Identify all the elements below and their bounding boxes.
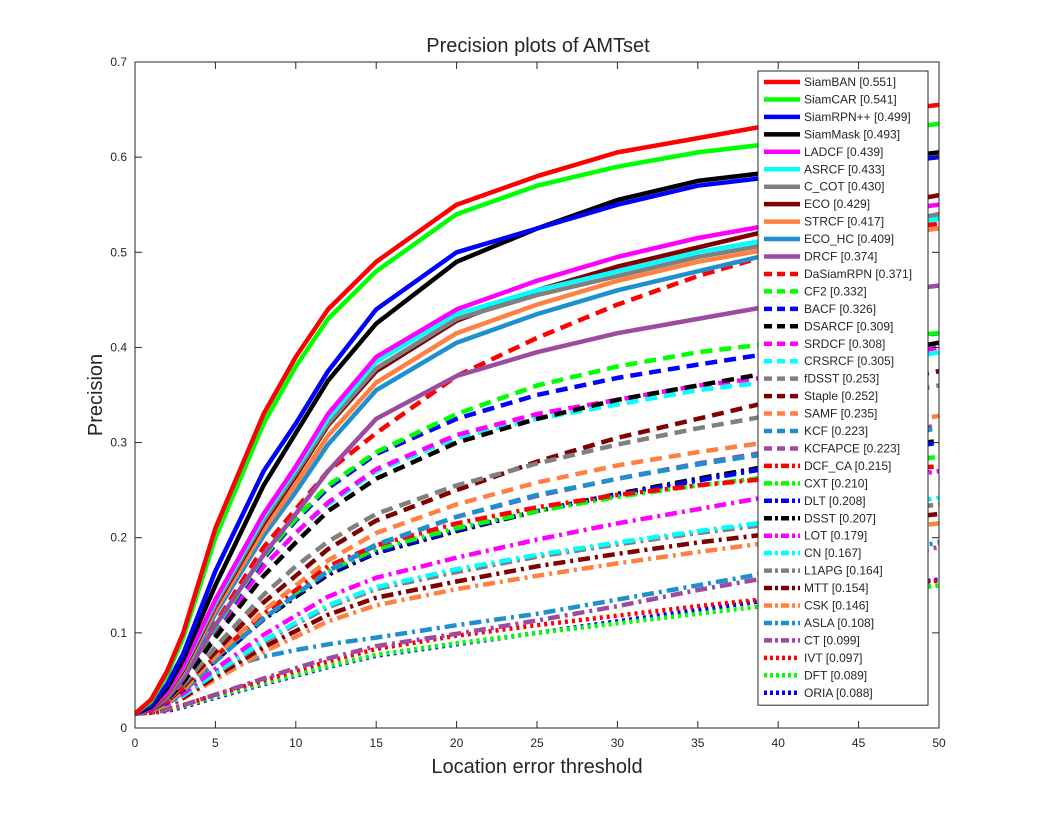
y-tick-label: 0.2 bbox=[110, 531, 127, 545]
y-tick-label: 0.7 bbox=[110, 55, 127, 69]
legend-label: C_COT [0.430] bbox=[804, 180, 884, 194]
x-tick-label: 25 bbox=[530, 736, 544, 750]
y-tick-label: 0 bbox=[120, 721, 127, 735]
x-tick-label: 50 bbox=[932, 736, 946, 750]
y-tick-label: 0.3 bbox=[110, 436, 127, 450]
x-axis-title: Location error threshold bbox=[431, 756, 642, 778]
series-line bbox=[135, 540, 939, 716]
y-tick-label: 0.6 bbox=[110, 150, 127, 164]
series-line bbox=[135, 202, 939, 716]
legend-label: ASRCF [0.433] bbox=[804, 162, 885, 176]
legend-label: SiamMask [0.493] bbox=[804, 127, 900, 141]
x-tick-label: 15 bbox=[370, 736, 384, 750]
legend-label: CXT [0.210] bbox=[804, 476, 868, 490]
legend-label: DSST [0.207] bbox=[804, 511, 876, 525]
y-axis: 0 0.1 0.2 0.3 0.4 0.5 0.6 0.7 bbox=[110, 55, 939, 735]
x-tick-label: 40 bbox=[772, 736, 786, 750]
series-line bbox=[135, 578, 939, 716]
x-tick-label: 20 bbox=[450, 736, 464, 750]
legend-label: SiamBAN [0.551] bbox=[804, 75, 896, 89]
y-tick-label: 0.1 bbox=[110, 626, 127, 640]
series-layer bbox=[135, 102, 939, 716]
legend-label: LADCF [0.439] bbox=[804, 145, 883, 159]
legend-label: LOT [0.179] bbox=[804, 529, 867, 543]
x-tick-label: 5 bbox=[212, 736, 219, 750]
chart-title: Precision plots of AMTset bbox=[426, 35, 650, 57]
legend-box bbox=[757, 70, 929, 706]
x-tick-label: 10 bbox=[289, 736, 303, 750]
series-line bbox=[135, 154, 939, 716]
x-tick-label: 30 bbox=[611, 736, 625, 750]
legend-label: DaSiamRPN [0.371] bbox=[804, 267, 912, 281]
x-axis: 0 5 10 15 20 25 30 35 40 45 50 bbox=[132, 62, 946, 750]
series-line bbox=[135, 521, 939, 716]
legend-label: L1APG [0.164] bbox=[804, 564, 883, 578]
x-tick-label: 45 bbox=[852, 736, 866, 750]
legend-label: DRCF [0.374] bbox=[804, 250, 877, 264]
legend-label: ASLA [0.108] bbox=[804, 616, 874, 630]
legend-label: IVT [0.097] bbox=[804, 651, 862, 665]
y-tick-label: 0.4 bbox=[110, 340, 127, 354]
legend-label: BACF [0.326] bbox=[804, 302, 876, 316]
y-tick-label: 0.5 bbox=[110, 245, 127, 259]
legend-label: ORIA [0.088] bbox=[804, 686, 873, 700]
legend-label: CN [0.167] bbox=[804, 546, 861, 560]
legend-label: KCF [0.223] bbox=[804, 424, 868, 438]
legend: SiamBAN [0.551] SiamCAR [0.541] SiamRPN++ … bbox=[757, 70, 929, 706]
legend-label: SAMF [0.235] bbox=[804, 407, 877, 421]
legend-label: DFT [0.089] bbox=[804, 668, 867, 682]
legend-label: SiamCAR [0.541] bbox=[804, 92, 897, 106]
series-line bbox=[135, 102, 939, 716]
legend-label: ECO [0.429] bbox=[804, 197, 870, 211]
legend-label: DSARCF [0.309] bbox=[804, 319, 893, 333]
legend-label: CSK [0.146] bbox=[804, 599, 869, 613]
legend-label: STRCF [0.417] bbox=[804, 215, 884, 229]
legend-label: ECO_HC [0.409] bbox=[804, 232, 894, 246]
legend-label: KCFAPCE [0.223] bbox=[804, 441, 900, 455]
legend-label: MTT [0.154] bbox=[804, 581, 868, 595]
legend-label: SRDCF [0.308] bbox=[804, 337, 885, 351]
x-tick-label: 0 bbox=[132, 736, 139, 750]
legend-label: DCF_CA [0.215] bbox=[804, 459, 891, 473]
legend-label: CT [0.099] bbox=[804, 633, 860, 647]
series-line bbox=[135, 544, 939, 716]
legend-label: Staple [0.252] bbox=[804, 389, 878, 403]
legend-label: fDSST [0.253] bbox=[804, 372, 879, 386]
series-line bbox=[135, 221, 939, 716]
legend-label: CRSRCF [0.305] bbox=[804, 354, 894, 368]
legend-label: CF2 [0.332] bbox=[804, 284, 867, 298]
legend-label: DLT [0.208] bbox=[804, 494, 866, 508]
legend-label: SiamRPN++ [0.499] bbox=[804, 110, 911, 124]
y-axis-title: Precision bbox=[85, 354, 107, 436]
x-tick-label: 35 bbox=[691, 736, 705, 750]
